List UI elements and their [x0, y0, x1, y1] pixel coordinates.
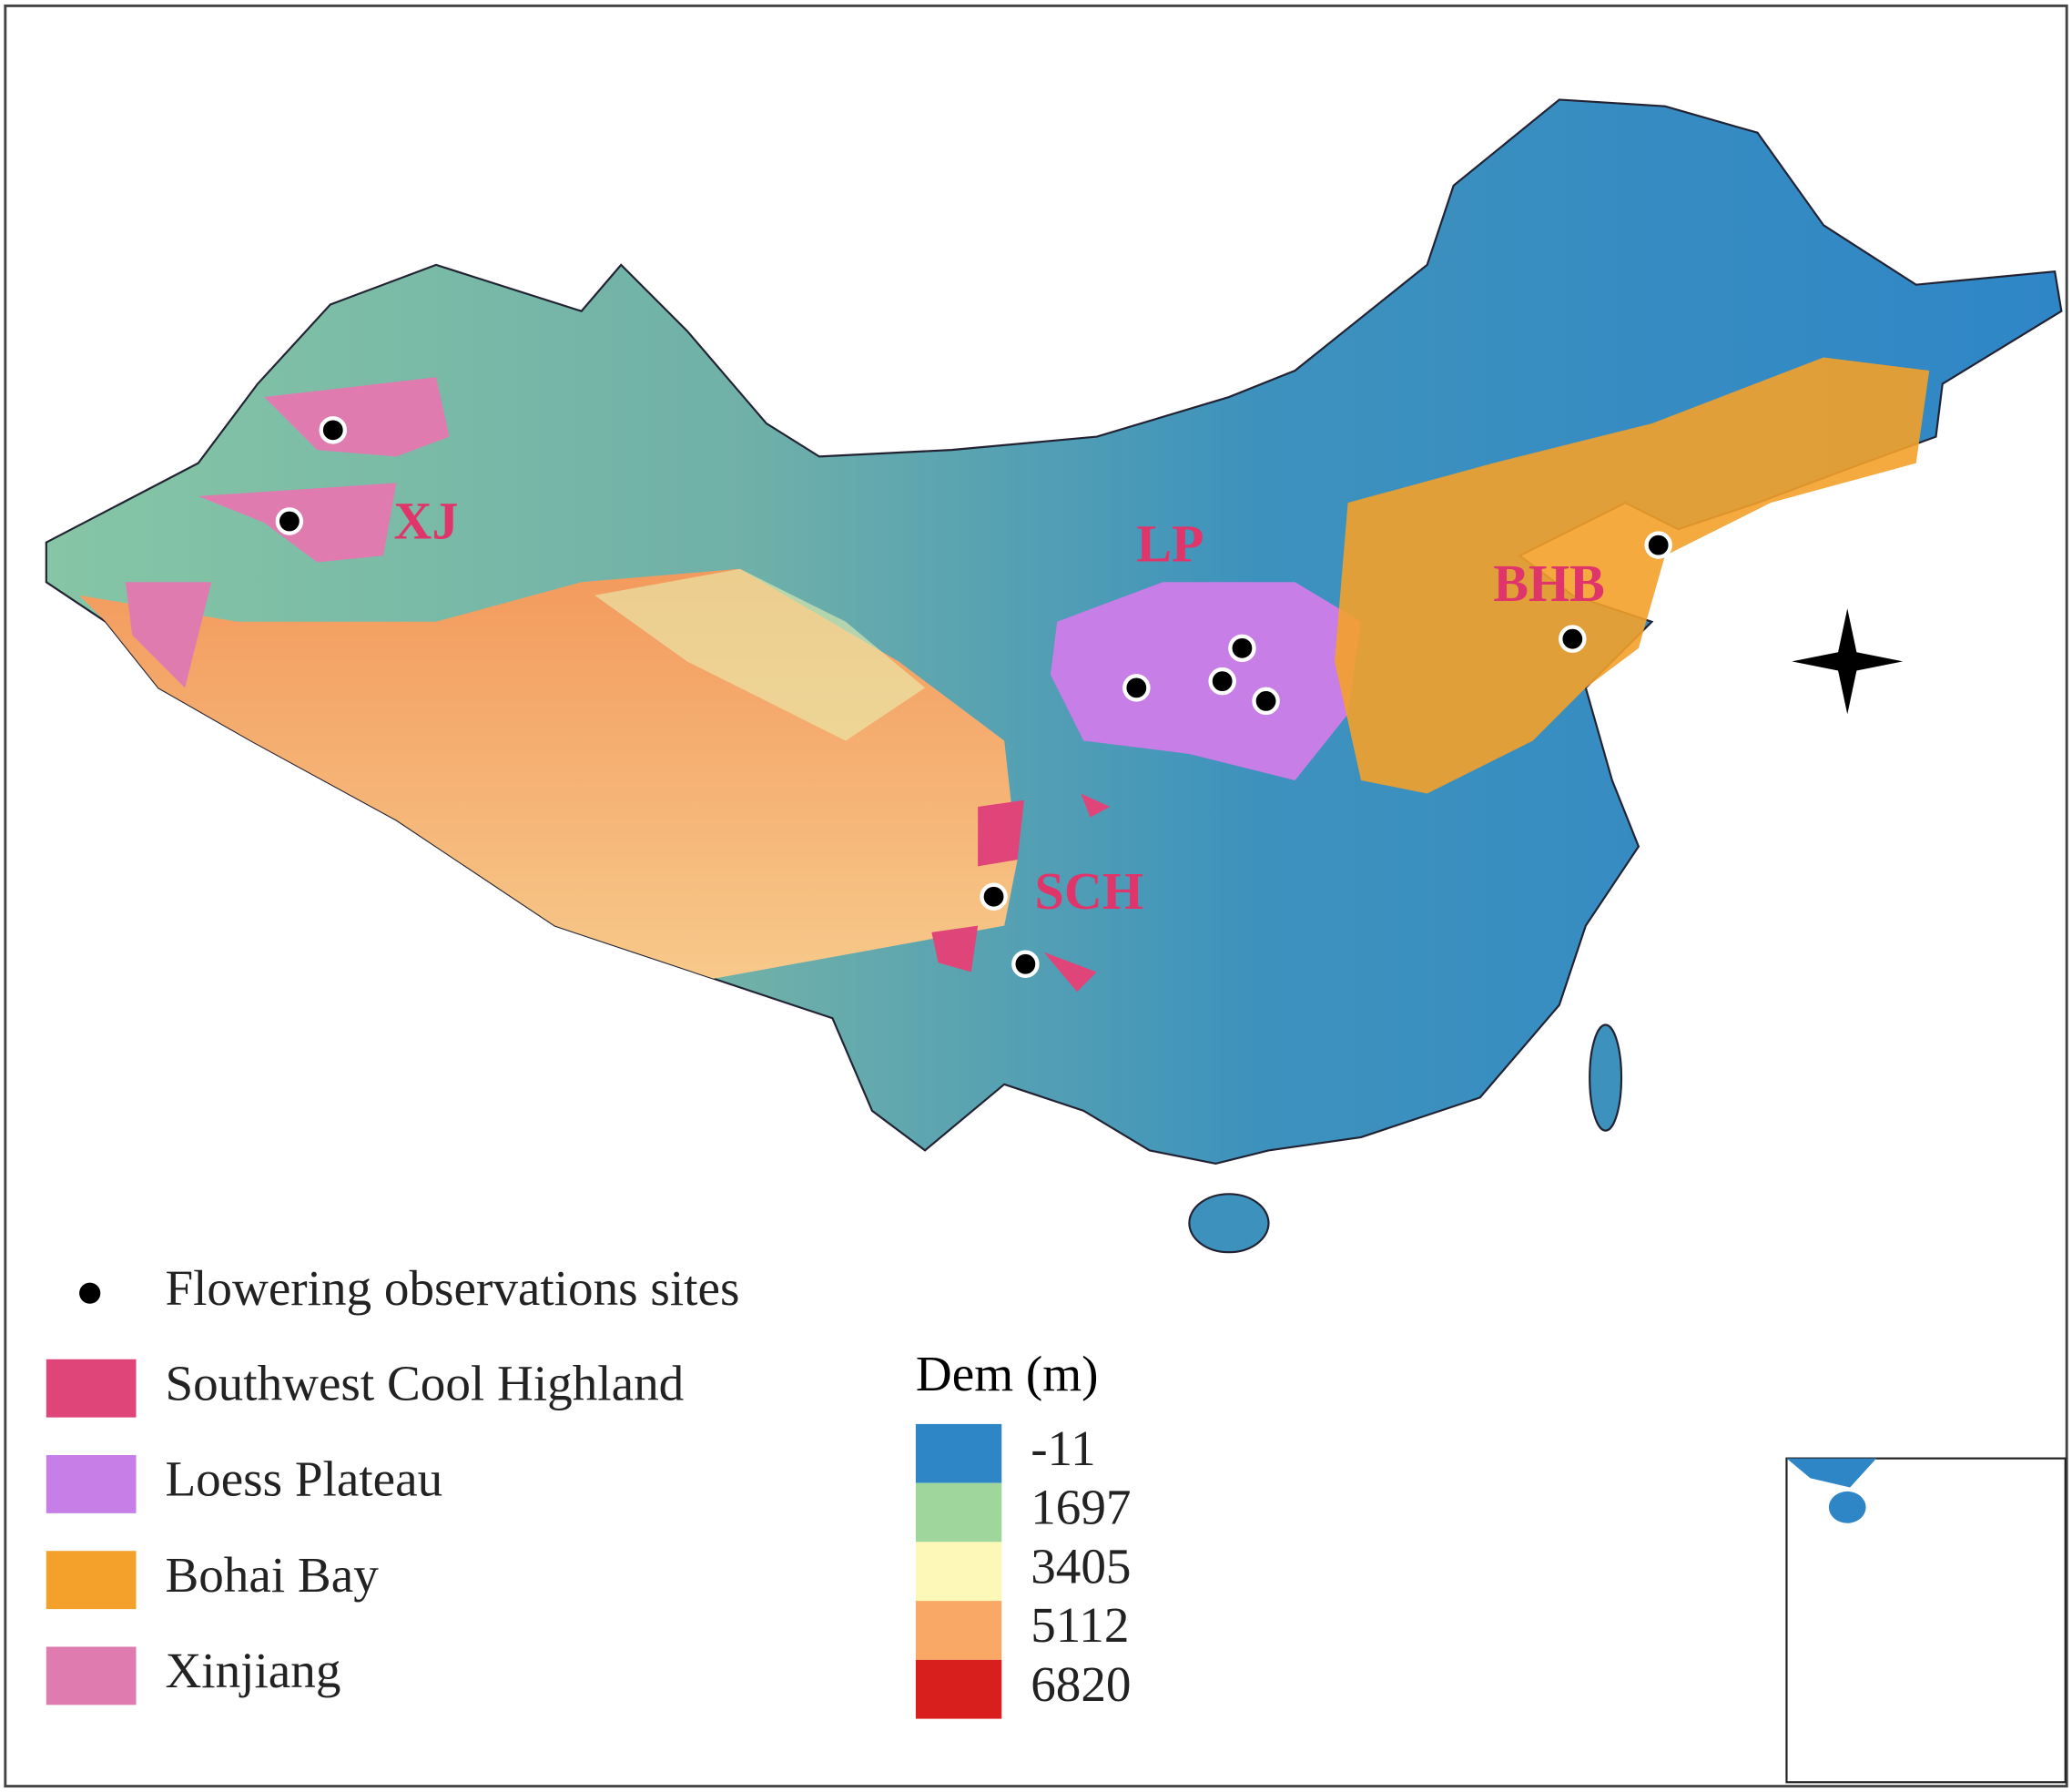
observation-sites	[275, 416, 1672, 978]
region-label: BHB	[1493, 554, 1605, 613]
legend-swatch	[46, 1454, 137, 1513]
dem-swatch	[915, 1423, 1002, 1483]
dem-swatch	[915, 1542, 1002, 1602]
dem-break-label: 3405	[1031, 1538, 1131, 1593]
legend-swatch	[46, 1551, 137, 1610]
dem-swatch	[915, 1482, 1002, 1543]
legend-label: Flowering observations sites	[165, 1260, 739, 1316]
dem-break-label: 6820	[1031, 1656, 1131, 1712]
china-outline	[45, 98, 2063, 1254]
dem-break-label: 1697	[1031, 1480, 1131, 1535]
legend-label: Bohai Bay	[165, 1547, 379, 1603]
legend-marker	[79, 1282, 101, 1304]
inset-map	[1785, 1457, 2067, 1784]
frame	[4, 4, 2068, 1788]
legend-label: Xinjiang	[165, 1643, 340, 1698]
legend: Flowering observations sites Southwest Co…	[46, 1260, 739, 1705]
region-label: SCH	[1035, 861, 1143, 921]
compass	[1792, 608, 1904, 715]
dem-swatch	[915, 1601, 1002, 1660]
dem-break-label: -11	[1031, 1420, 1095, 1476]
legend-label: Southwest Cool Highland	[165, 1355, 684, 1410]
legend-swatch	[46, 1359, 137, 1418]
dem-break-label: 5112	[1031, 1597, 1129, 1653]
dem-title: Dem (m)	[916, 1346, 1099, 1401]
legend-swatch	[46, 1646, 137, 1705]
region-label: LP	[1136, 514, 1204, 573]
dem-swatch	[915, 1659, 1002, 1719]
region-label: XJ	[394, 492, 459, 551]
legend-label: Loess Plateau	[165, 1451, 442, 1507]
